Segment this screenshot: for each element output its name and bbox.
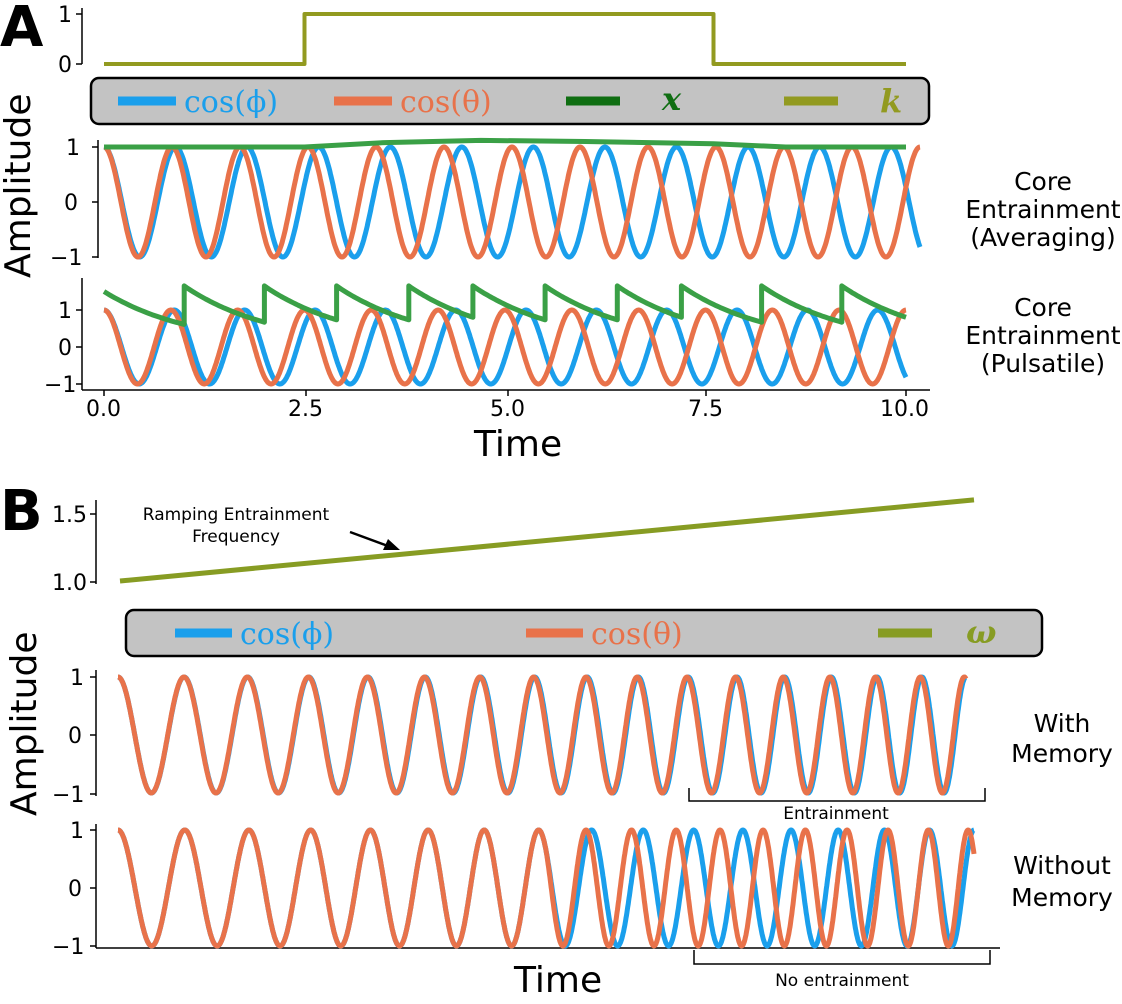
panel-b-legend-phi-label: cos(ϕ) [240, 617, 334, 652]
panel-b-xlabel: Time [513, 960, 602, 1001]
panel-a-averaging-label-line2: Entrainment [965, 195, 1120, 224]
panel-a-pulsatile-label-line3: (Pulsatile) [981, 349, 1105, 378]
panel-b-with-memory-tick-0: 0 [68, 724, 82, 749]
panel-a-xtick-3: 7.5 [688, 397, 723, 422]
panel-b-annotation-line1: Ramping Entrainment [143, 505, 330, 525]
panel-a-pulsatile-plot [102, 283, 909, 387]
pulsatile-cos-theta-line [102, 307, 908, 387]
panel-b-annotation-line2: Frequency [192, 527, 280, 547]
panel-b-omega-axis [90, 500, 97, 584]
panel-a-averaging-axis [92, 140, 99, 258]
panel-a-pulsatile-label: Core Entrainment (Pulsatile) [965, 293, 1120, 378]
panel-b-without-memory-plot [115, 827, 977, 949]
panel-a-pulsatile-tick-neg1: −1 [44, 373, 76, 398]
with-memory-cos-theta-line [115, 674, 969, 796]
panel-a-legend-phi-label: cos(ϕ) [184, 85, 278, 120]
panel-b-annotation-arrow [349, 530, 400, 550]
panel-a-xtick-2: 5.0 [490, 397, 525, 422]
panel-b-without-memory-label-line2: Memory [1011, 883, 1113, 912]
panel-b-with-memory-label-line2: Memory [1011, 739, 1113, 768]
panel-a-pulsatile-axis [76, 278, 930, 396]
panel-a-k-tick-1: 1 [58, 3, 72, 28]
panel-a-k-axis [76, 8, 83, 65]
panel-b-omega-plot [119, 497, 975, 584]
panel-b-without-memory-axis [90, 824, 1000, 949]
panel-a-legend-theta-label: cos(θ) [400, 85, 492, 120]
panel-b-ylabel: Amplitude [4, 632, 45, 816]
averaging-cos-phi-line [102, 144, 923, 260]
panel-a-averaging-label-line1: Core [1014, 167, 1072, 196]
panel-b-no-entrainment-bracket [693, 950, 991, 965]
panel-a-averaging-label: Core Entrainment (Averaging) [965, 167, 1120, 252]
panel-a-averaging-tick-0: 0 [64, 191, 78, 216]
panel-a-xtick-1: 2.5 [288, 397, 323, 422]
panel-b-legend-omega-label: ω [966, 613, 996, 651]
panel-a-pulsatile-label-line2: Entrainment [965, 321, 1120, 350]
panel-a-legend-k-label: k [880, 82, 902, 120]
panel-a-averaging-tick-1: 1 [66, 136, 80, 161]
panel-a-pulsatile-label-line1: Core [1014, 293, 1072, 322]
panel-a-legend-x-label: x [661, 80, 682, 118]
panel-a-xlabel: Time [473, 424, 562, 465]
panel-b-with-memory-label-line1: With [1034, 709, 1091, 738]
panel-b-without-memory-tick-neg1: −1 [52, 935, 84, 960]
panel-b-omega-tick-high: 1.5 [52, 503, 87, 528]
without-memory-cos-theta-line [115, 827, 977, 949]
panel-a-averaging-tick-neg1: −1 [50, 246, 82, 271]
omega-ramp-line [119, 497, 975, 584]
panel-b-legend-theta-label: cos(θ) [591, 617, 683, 652]
panel-b-with-memory-axis [90, 670, 97, 796]
panel-b-with-memory-tick-1: 1 [70, 666, 84, 691]
panel-b-with-memory-label: With Memory [1011, 709, 1113, 768]
pulsatile-x-line [102, 283, 907, 327]
panel-a-xtick-0: 0.0 [86, 397, 121, 422]
panel-b-without-memory-tick-1: 1 [70, 819, 84, 844]
k-step-line [104, 12, 906, 66]
panel-a-pulsatile-tick-1: 1 [58, 299, 72, 324]
panel-a-k-plot [104, 12, 906, 66]
panel-a-k-tick-0: 0 [58, 53, 72, 78]
panel-b-legend-box [124, 608, 1044, 658]
panel-b-letter: B [0, 479, 43, 544]
panel-b-no-entrainment-label: No entrainment [775, 971, 909, 991]
panel-b-omega-tick-low: 1.0 [52, 571, 87, 596]
panel-b-without-memory-label-line1: Without [1013, 851, 1111, 880]
pulsatile-cos-phi-line [102, 307, 909, 387]
panel-b-without-memory-tick-0: 0 [68, 877, 82, 902]
panel-b-entrainment-label: Entrainment [783, 804, 889, 824]
panel-a-letter: A [0, 0, 44, 60]
panel-a-legend-box [89, 76, 931, 126]
panel-b-with-memory-plot [115, 674, 969, 796]
panel-a-ylabel: Amplitude [0, 94, 39, 278]
panel-a-averaging-label-line3: (Averaging) [970, 223, 1115, 252]
averaging-x-line [104, 137, 906, 150]
panel-a-xtick-4: 10.0 [880, 397, 929, 422]
averaging-cos-theta-line [102, 144, 922, 260]
panel-b-annotation: Ramping Entrainment Frequency [143, 505, 330, 547]
panel-b-without-memory-label: Without Memory [1011, 851, 1113, 912]
panel-b-entrainment-bracket [688, 788, 986, 802]
panel-b-with-memory-tick-neg1: −1 [52, 783, 84, 808]
panel-a-pulsatile-tick-0: 0 [58, 336, 72, 361]
panel-a-averaging-plot [102, 137, 923, 260]
